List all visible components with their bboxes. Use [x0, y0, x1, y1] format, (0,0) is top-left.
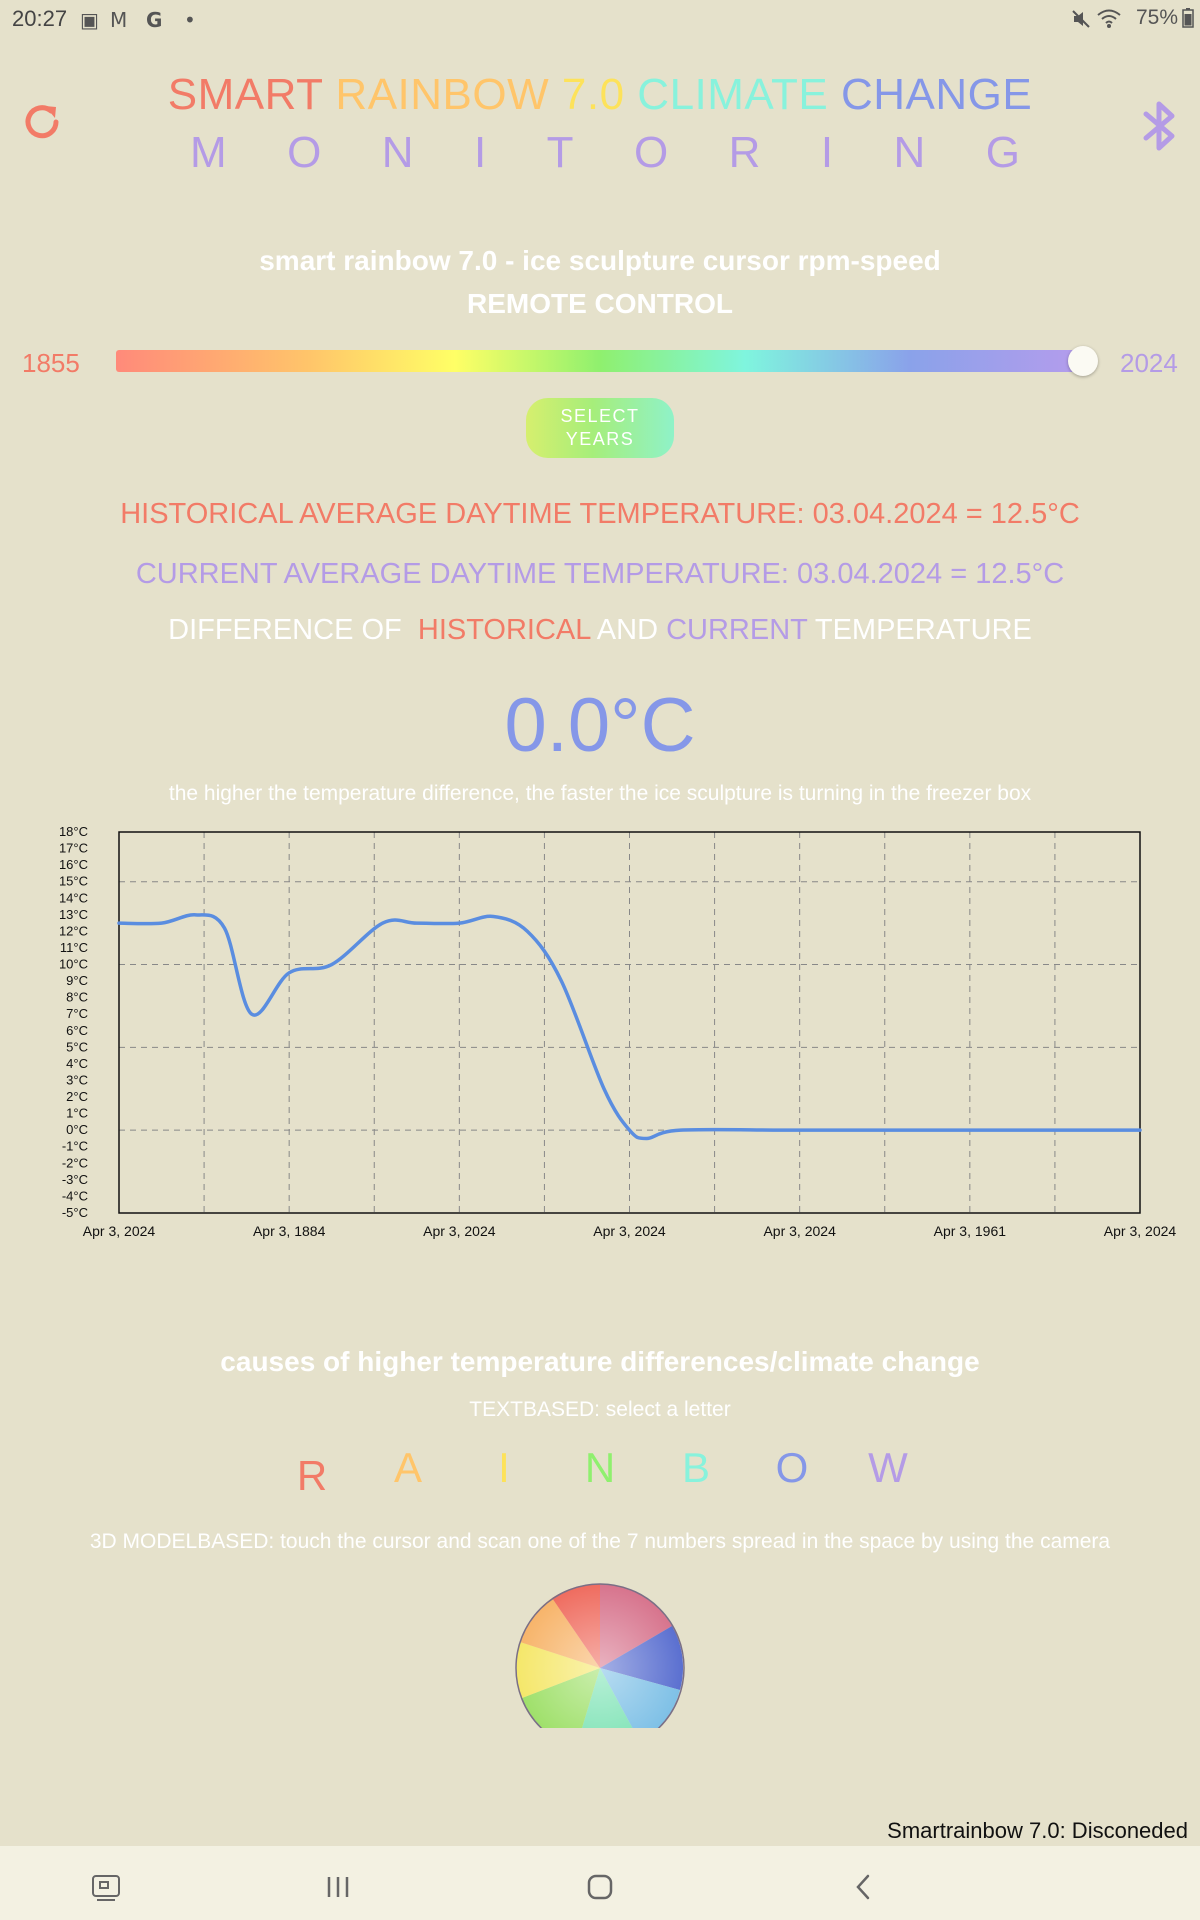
wifi-icon — [1097, 9, 1121, 28]
difference-current: CURRENT — [666, 614, 808, 646]
y-tick-label: -4°C — [62, 1188, 88, 1203]
monitoring-letter: N — [381, 128, 414, 177]
x-tick-label: Apr 3, 2024 — [83, 1223, 156, 1239]
y-tick-label: -3°C — [62, 1172, 88, 1187]
y-tick-label: 2°C — [66, 1089, 88, 1104]
difference-suffix: TEMPERATURE — [814, 614, 1032, 646]
chart-frame — [118, 831, 1141, 1214]
mute-icon — [1072, 10, 1090, 28]
battery-icon — [1182, 8, 1194, 28]
difference-historical: HISTORICAL — [417, 614, 591, 646]
letter-a-button[interactable]: A — [393, 1444, 422, 1491]
monitoring-letter: T — [546, 128, 574, 177]
x-tick-label: Apr 3, 2024 — [1104, 1223, 1177, 1239]
select-years-button[interactable]: SELECT YEARS — [526, 398, 674, 458]
y-tick-label: 0°C — [66, 1122, 88, 1137]
screenshot-icon[interactable] — [88, 1872, 124, 1902]
title-word-rainbow: RAINBOW — [335, 70, 550, 119]
x-tick-label: Apr 3, 1961 — [934, 1223, 1007, 1239]
y-tick-label: -5°C — [62, 1205, 88, 1220]
y-tick-label: 5°C — [66, 1039, 88, 1054]
refresh-icon[interactable] — [18, 98, 66, 146]
y-tick-label: 13°C — [59, 907, 88, 922]
rainbow-cursor-wheel[interactable] — [512, 1580, 688, 1756]
y-tick-label: 8°C — [66, 990, 88, 1005]
y-tick-label: 3°C — [66, 1072, 88, 1087]
y-tick-label: -2°C — [62, 1155, 88, 1170]
connection-status: Smartrainbow 7.0: Disconeded — [887, 1818, 1188, 1843]
monitoring-letter: M — [190, 128, 227, 177]
y-tick-label: 6°C — [66, 1023, 88, 1038]
y-tick-label: 16°C — [59, 857, 88, 872]
back-icon[interactable] — [846, 1872, 882, 1902]
difference-and: AND — [596, 614, 659, 646]
letter-i-button[interactable]: I — [498, 1444, 510, 1491]
letter-o-button[interactable]: O — [775, 1444, 809, 1491]
x-tick-label: Apr 3, 2024 — [593, 1223, 666, 1239]
battery-level: 75% — [1135, 6, 1178, 29]
monitoring-letter: R — [728, 128, 761, 177]
monitoring-subtitle: M O N I T O R I N G — [190, 128, 1020, 178]
app-title: SMART RAINBOW 7.0 CLIMATE CHANGE — [0, 70, 1200, 120]
bluetooth-icon[interactable] — [1138, 98, 1182, 154]
image-icon: ▣ — [80, 8, 99, 32]
year-slider-thumb[interactable] — [1068, 346, 1098, 376]
causes-title: causes of higher temperature differences… — [220, 1346, 980, 1377]
temperature-chart: 18°C 17°C16°C 15°C14°C 13°C12°C 11°C 10°C9°C 8… — [59, 824, 1177, 1239]
home-icon[interactable] — [582, 1872, 618, 1902]
recent-apps-icon[interactable] — [320, 1872, 356, 1902]
y-tick-label: -1°C — [62, 1139, 88, 1154]
letter-n-button[interactable]: N — [584, 1444, 616, 1491]
x-tick-label: Apr 3, 1884 — [253, 1223, 326, 1239]
letter-w-button[interactable]: W — [868, 1444, 908, 1491]
year-min-label: 1855 — [22, 348, 80, 378]
x-tick-label: Apr 3, 2024 — [423, 1223, 496, 1239]
letter-r-button[interactable]: R — [296, 1452, 328, 1499]
status-time: 20:27 — [12, 6, 68, 31]
y-tick-label: 14°C — [59, 890, 88, 905]
monitoring-letter: N — [893, 128, 926, 177]
navigation-bar — [0, 1846, 1200, 1920]
difference-label: DIFFERENCE OF HISTORICAL AND CURRENT TEM… — [0, 614, 1200, 647]
y-tick-label: 11°C — [60, 940, 88, 955]
x-tick-label: Apr 3, 2024 — [763, 1223, 836, 1239]
y-tick-label: 12°C — [59, 923, 88, 938]
remote-subtitle: REMOTE CONTROL — [467, 288, 733, 319]
year-max-label: 2024 — [1120, 348, 1178, 378]
current-temperature: CURRENT AVERAGE DAYTIME TEMPERATURE: 03.… — [135, 558, 1065, 590]
title-word-smart: SMART — [167, 70, 323, 119]
model-label: 3D MODELBASED: touch the cursor and scan… — [89, 1530, 1111, 1553]
y-tick-label: 4°C — [66, 1056, 88, 1071]
difference-prefix: DIFFERENCE OF — [168, 614, 402, 646]
textbased-label: TEXTBASED: select a letter — [469, 1398, 731, 1421]
monitoring-letter: I — [473, 128, 487, 177]
year-slider[interactable] — [116, 350, 1084, 372]
y-tick-label: 7°C — [66, 1006, 88, 1021]
title-word-climate: CLIMATE — [637, 70, 829, 119]
remote-title: smart rainbow 7.0 - ice sculpture cursor… — [259, 245, 941, 276]
y-tick-label: 10°C — [59, 957, 88, 972]
y-tick-label: 15°C — [59, 874, 88, 889]
speed-hint: the higher the temperature difference, t… — [168, 782, 1032, 805]
y-tick-label: 1°C — [66, 1106, 88, 1121]
title-word-change: CHANGE — [840, 70, 1033, 119]
title-word-version: 7.0 — [561, 70, 625, 119]
y-tick-label: 17°C — [59, 841, 88, 856]
gmail-icon: M — [110, 8, 128, 32]
historical-temperature: HISTORICAL AVERAGE DAYTIME TEMPERATURE: … — [120, 498, 1080, 530]
letter-b-button[interactable]: B — [681, 1444, 710, 1491]
y-tick-label: 9°C — [66, 973, 88, 988]
dot-icon: • — [184, 8, 196, 32]
monitoring-letter: G — [985, 128, 1020, 177]
monitoring-letter: O — [633, 128, 669, 177]
monitoring-letter: O — [287, 128, 322, 177]
difference-value: 0.0°C — [504, 683, 696, 768]
temperature-series-line — [117, 913, 1142, 1141]
y-tick-label: 18°C — [59, 824, 88, 839]
google-icon: G — [146, 8, 163, 32]
monitoring-letter: I — [820, 128, 834, 177]
